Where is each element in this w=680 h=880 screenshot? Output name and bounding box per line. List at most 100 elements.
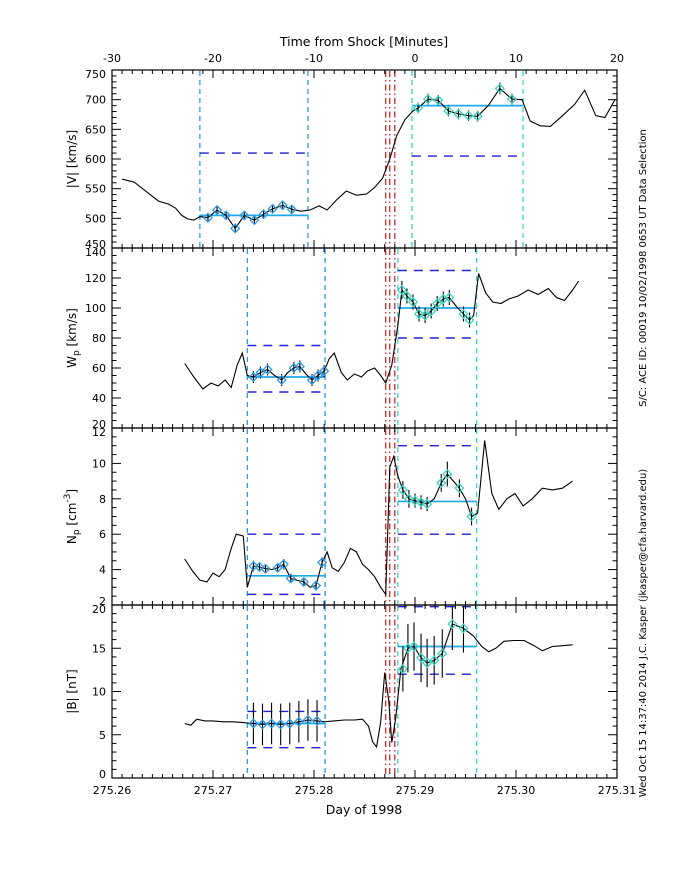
velocity-data-line (121, 87, 616, 230)
selected-point-diamond (275, 719, 286, 730)
velocity-axis-title: |V| [km/s] (65, 130, 79, 188)
y-tick-label: 650 (85, 123, 106, 136)
top-tick-label: -10 (305, 52, 323, 65)
y-tick-label: 10 (92, 686, 106, 699)
selected-point-diamond (249, 214, 260, 226)
selected-point-diamond (221, 210, 232, 221)
selected-point-diamond (294, 361, 305, 372)
selected-point-diamond (422, 498, 433, 510)
top-tick-label: 0 (412, 52, 419, 65)
selected-point-diamond (255, 367, 266, 378)
selected-point-diamond (258, 209, 269, 220)
y-tick-label: 550 (85, 183, 106, 196)
selected-point-diamond (458, 623, 469, 634)
y-tick-label: 6 (99, 528, 106, 541)
top-tick-label: -20 (204, 52, 222, 65)
magnetic-field-axis-title: |B| [nT] (65, 669, 79, 713)
selected-point-diamond (415, 497, 427, 508)
selected-point-diamond (310, 580, 322, 591)
top-tick-label: 20 (610, 52, 624, 65)
selected-point-diamond (202, 212, 214, 223)
selected-point-diamond (464, 314, 475, 326)
selected-point-diamond (277, 200, 288, 211)
selected-point-diamond (472, 111, 483, 122)
y-tick-label: 10 (92, 457, 106, 470)
selected-point-diamond (422, 657, 433, 669)
bottom-tick-label: 275.29 (396, 784, 435, 797)
selected-point-diamond (453, 108, 464, 120)
bottom-tick-label: 275.26 (93, 784, 132, 797)
selected-point-diamond (211, 204, 223, 216)
selected-point-diamond (276, 374, 287, 386)
selected-point-diamond (494, 83, 505, 94)
selected-point-diamond (306, 374, 318, 386)
thermal-speed-data-line (184, 273, 580, 390)
selected-point-diamond (415, 652, 427, 663)
y-tick-label: 450 (85, 238, 106, 251)
selected-point-diamond (262, 364, 273, 375)
selected-point-diamond (230, 223, 241, 234)
top-tick-label: 10 (509, 52, 523, 65)
panel-frame (111, 604, 618, 779)
panel-frame (111, 247, 618, 429)
selected-point-diamond (436, 477, 447, 488)
y-tick-label: 100 (85, 302, 106, 315)
y-tick-label: 20 (92, 603, 106, 616)
selected-point-diamond (312, 370, 324, 381)
selected-point-diamond (463, 110, 474, 121)
selected-point-diamond (437, 648, 448, 659)
x-axis-title: Day of 1998 (326, 802, 403, 817)
selected-point-diamond (454, 483, 465, 494)
selected-point-diamond (433, 95, 444, 106)
selected-point-diamond (426, 305, 437, 317)
selected-point-diamond (432, 298, 443, 309)
y-tick-label: 2 (99, 595, 106, 608)
y-tick-label: 750 (85, 68, 106, 81)
thermal-speed-axis-title: Wp​ [km/s] (65, 308, 82, 368)
y-tick-label: 80 (92, 332, 106, 345)
panel-density: 2 4 6 8 10 12 Np​ [cm-3​] (63, 426, 618, 608)
selected-point-diamond (443, 105, 454, 117)
selected-point-diamond (444, 292, 455, 303)
selected-point-diamond (397, 663, 408, 675)
y-tick-label: 8 (99, 493, 106, 506)
selected-point-diamond (412, 102, 424, 114)
bottom-tick-label: 275.28 (295, 784, 334, 797)
selected-point-diamond (396, 284, 407, 296)
y-tick-label: 5 (99, 729, 106, 742)
y-tick-label: 15 (92, 642, 106, 655)
top-axis-title: Time from Shock [Minutes] (279, 34, 448, 49)
density-data-line (184, 440, 573, 597)
selected-point-diamond (272, 562, 283, 573)
selected-point-diamond (285, 573, 296, 584)
selected-point-diamond (311, 715, 323, 727)
selected-point-diamond (284, 718, 295, 729)
selected-point-diamond (266, 718, 277, 729)
y-tick-label: 140 (85, 246, 106, 259)
panel-thermal-speed: 20 40 60 80 100 120 140 Wp​ [km/s] (65, 246, 618, 431)
selected-point-diamond (302, 714, 314, 726)
y-tick-label: 600 (85, 153, 106, 166)
bottom-tick-label: 275.30 (497, 784, 536, 797)
y-tick-label: 500 (85, 212, 106, 225)
panel-velocity: 450 500 550 600 650 700 750 |V| [km/s] (65, 68, 618, 251)
selected-point-diamond (316, 557, 328, 568)
selected-point-diamond (278, 559, 289, 570)
y-tick-label: 0 (99, 768, 106, 781)
selected-point-diamond (239, 210, 250, 221)
selected-point-diamond (506, 93, 518, 105)
selected-point-diamond (401, 290, 413, 302)
selected-point-diamond (419, 310, 431, 321)
bottom-tick-label: 275.27 (194, 784, 233, 797)
y-tick-label: 4 (99, 564, 106, 577)
selected-point-diamond (257, 719, 268, 730)
y-tick-label: 40 (92, 392, 106, 405)
selected-point-diamond (248, 560, 259, 572)
selected-point-diamond (248, 371, 259, 383)
y-tick-label: 60 (92, 362, 106, 375)
selected-point-diamond (466, 511, 477, 522)
y-tick-label: 700 (85, 94, 106, 107)
y-tick-label: 12 (92, 426, 106, 439)
selected-point-diamond (397, 484, 408, 496)
